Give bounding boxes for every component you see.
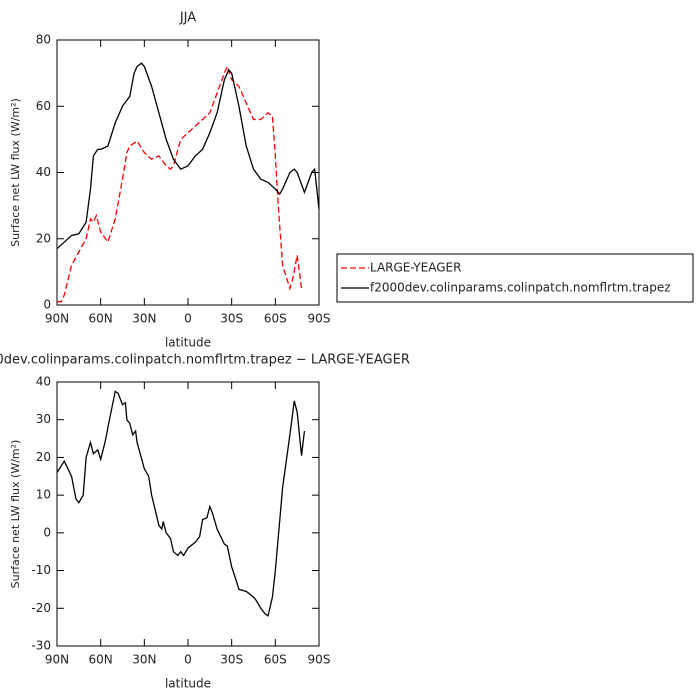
legend-label: LARGE-YEAGER: [370, 261, 461, 275]
y-tick-label: -30: [31, 639, 51, 653]
y-tick-label: 40: [36, 165, 51, 179]
y-tick-label: 20: [36, 231, 51, 245]
x-tick-label: 30S: [220, 653, 243, 667]
y-tick-label: 30: [36, 412, 51, 426]
x-tick-label: 90N: [45, 312, 69, 326]
data-line: [56, 390, 306, 617]
y-axis-label: Surface net LW flux (W/m²): [9, 98, 22, 247]
x-axis-label: latitude: [165, 336, 211, 350]
x-tick-label: 60S: [264, 312, 287, 326]
x-tick-label: 30N: [132, 653, 156, 667]
x-tick-label: 30N: [132, 312, 156, 326]
legend-box: [336, 253, 694, 303]
x-tick-label: 90N: [45, 653, 69, 667]
x-tick-label: 90S: [308, 653, 331, 667]
x-tick-label: 90S: [308, 312, 331, 326]
y-tick-label: 0: [43, 525, 51, 539]
y-tick-label: 20: [36, 450, 51, 464]
x-tick-label: 60S: [264, 653, 287, 667]
y-tick-label: 60: [36, 99, 51, 113]
x-tick-label: 0: [184, 653, 192, 667]
y-tick-label: 10: [36, 488, 51, 502]
x-tick-label: 60N: [89, 653, 113, 667]
x-tick-label: 60N: [89, 312, 113, 326]
y-tick-label: 80: [36, 33, 51, 47]
legend-label: f2000dev.colinparams.colinpatch.nomflrtm…: [370, 281, 671, 295]
data-line: [56, 62, 320, 250]
y-axis-label: Surface net LW flux (W/m²): [9, 440, 22, 589]
x-axis-label: latitude: [165, 677, 211, 691]
y-tick-label: 40: [36, 375, 51, 389]
y-tick-label: -10: [31, 563, 51, 577]
plot-frame: [56, 39, 320, 306]
y-tick-label: -20: [31, 601, 51, 615]
x-tick-label: 30S: [220, 312, 243, 326]
data-line: [57, 64, 303, 303]
x-tick-label: 0: [184, 312, 192, 326]
chart-title: f2000dev.colinparams.colinpatch.nomflrtm…: [0, 353, 410, 368]
y-tick-label: 0: [43, 298, 51, 312]
chart-title: JJA: [179, 11, 196, 26]
plot-frame: [56, 381, 320, 647]
